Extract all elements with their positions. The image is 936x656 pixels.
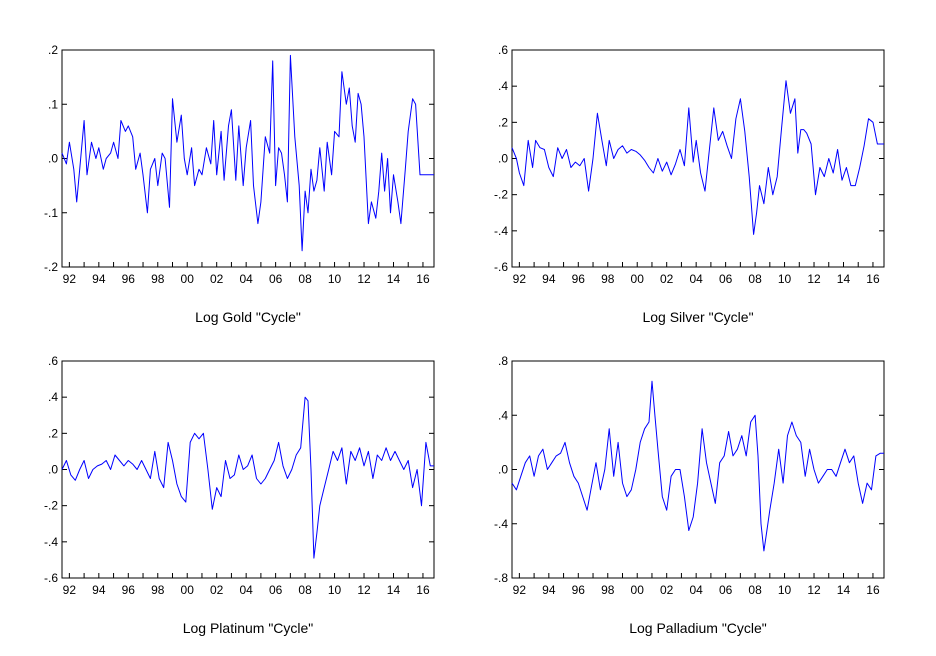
y-tick-label: .2: [498, 115, 508, 129]
x-tick-label: 02: [210, 583, 224, 597]
x-tick-label: 04: [239, 272, 253, 286]
x-tick-label: 06: [719, 272, 733, 286]
x-tick-label: 14: [387, 583, 401, 597]
y-tick-label: .2: [48, 43, 58, 57]
series-line-palladium: [511, 380, 884, 552]
x-tick-label: 06: [719, 583, 733, 597]
x-tick-label: 16: [416, 583, 430, 597]
x-tick-label: 16: [866, 272, 880, 286]
chart-title: Log Platinum "Cycle": [183, 620, 314, 636]
x-tick-label: 10: [778, 583, 792, 597]
x-tick-label: 08: [298, 272, 312, 286]
x-tick-label: 12: [807, 272, 821, 286]
plot-frame: [511, 49, 885, 268]
y-tick-label: .0: [498, 152, 508, 166]
y-tick-label: -.4: [494, 517, 508, 531]
x-tick-label: 94: [542, 272, 556, 286]
x-tick-label: 92: [63, 583, 77, 597]
y-tick-label: -.2: [44, 260, 58, 274]
x-tick-label: 92: [513, 583, 527, 597]
x-tick-label: 04: [689, 272, 703, 286]
plot-frame: [61, 360, 435, 579]
x-tick-label: 14: [837, 583, 851, 597]
x-tick-label: 16: [866, 583, 880, 597]
x-tick-label: 06: [269, 272, 283, 286]
x-tick-label: 02: [210, 272, 224, 286]
x-tick-label: 96: [572, 583, 586, 597]
chart-silver: .6 .4 .2 .0 -.2 -.4 -.6 92 94 96 98 00 02 04 06 08 10 12 1…: [494, 43, 885, 325]
y-tick-label: -.1: [44, 206, 58, 220]
x-tick-label: 00: [181, 583, 195, 597]
y-tick-label: -.6: [44, 571, 58, 585]
y-tick-label: -.4: [44, 535, 58, 549]
x-tick-label: 12: [357, 272, 371, 286]
x-tick-label: 00: [631, 272, 645, 286]
x-tick-label: 02: [660, 272, 674, 286]
x-tick-label: 98: [151, 272, 165, 286]
y-tick-label: .0: [48, 152, 58, 166]
x-tick-label: 92: [63, 272, 77, 286]
y-tick-label: .8: [498, 354, 508, 368]
y-tick-label: -.2: [44, 499, 58, 513]
y-tick-label: -.2: [494, 188, 508, 202]
x-tick-label: 04: [689, 583, 703, 597]
x-tick-label: 14: [837, 272, 851, 286]
x-tick-label: 08: [298, 583, 312, 597]
series-line-silver: [511, 80, 884, 235]
x-tick-label: 96: [122, 583, 136, 597]
series-line-platinum: [61, 396, 434, 559]
y-tick-label: .0: [48, 463, 58, 477]
x-tick-label: 06: [269, 583, 283, 597]
chart-title: Log Gold "Cycle": [195, 309, 301, 325]
chart-platinum: .6 .4 .2 .0 -.2 -.4 -.6 92 94 96 98 00 02 04 06 08 10 12 1…: [44, 354, 435, 636]
x-tick-label: 10: [328, 583, 342, 597]
x-tick-label: 16: [416, 272, 430, 286]
x-tick-label: 10: [778, 272, 792, 286]
x-tick-label: 92: [513, 272, 527, 286]
x-tick-label: 94: [92, 272, 106, 286]
x-tick-label: 12: [357, 583, 371, 597]
x-tick-label: 94: [92, 583, 106, 597]
x-tick-label: 96: [572, 272, 586, 286]
chart-gold: .2 .1 .0 -.1 -.2 92 94 96 98 00 02 04 06 08 10 12 14 16 Lo…: [44, 43, 435, 325]
y-tick-label: -.8: [494, 571, 508, 585]
y-tick-label: .4: [498, 408, 508, 422]
x-tick-label: 08: [748, 583, 762, 597]
chart-title: Log Palladium "Cycle": [629, 620, 767, 636]
y-tick-label: .0: [498, 463, 508, 477]
x-tick-label: 04: [239, 583, 253, 597]
y-tick-label: .4: [48, 390, 58, 404]
y-tick-label: -.4: [494, 224, 508, 238]
x-tick-label: 08: [748, 272, 762, 286]
series-line-gold: [61, 54, 434, 252]
x-tick-label: 94: [542, 583, 556, 597]
y-tick-label: -.6: [494, 260, 508, 274]
chart-title: Log Silver "Cycle": [642, 309, 753, 325]
x-tick-label: 12: [807, 583, 821, 597]
x-tick-label: 98: [601, 583, 615, 597]
y-tick-label: .6: [498, 43, 508, 57]
y-tick-label: .6: [48, 354, 58, 368]
x-tick-label: 00: [181, 272, 195, 286]
x-tick-label: 98: [601, 272, 615, 286]
x-tick-label: 96: [122, 272, 136, 286]
y-tick-label: .1: [48, 97, 58, 111]
y-tick-label: .2: [48, 426, 58, 440]
y-tick-label: .4: [498, 79, 508, 93]
chart-palladium: .8 .4 .0 -.4 -.8 92 94 96 98 00 02 04 06 08 10 12 14 16 Lo…: [494, 354, 885, 636]
x-tick-label: 10: [328, 272, 342, 286]
x-tick-label: 02: [660, 583, 674, 597]
x-tick-label: 98: [151, 583, 165, 597]
x-tick-label: 00: [631, 583, 645, 597]
x-tick-label: 14: [387, 272, 401, 286]
